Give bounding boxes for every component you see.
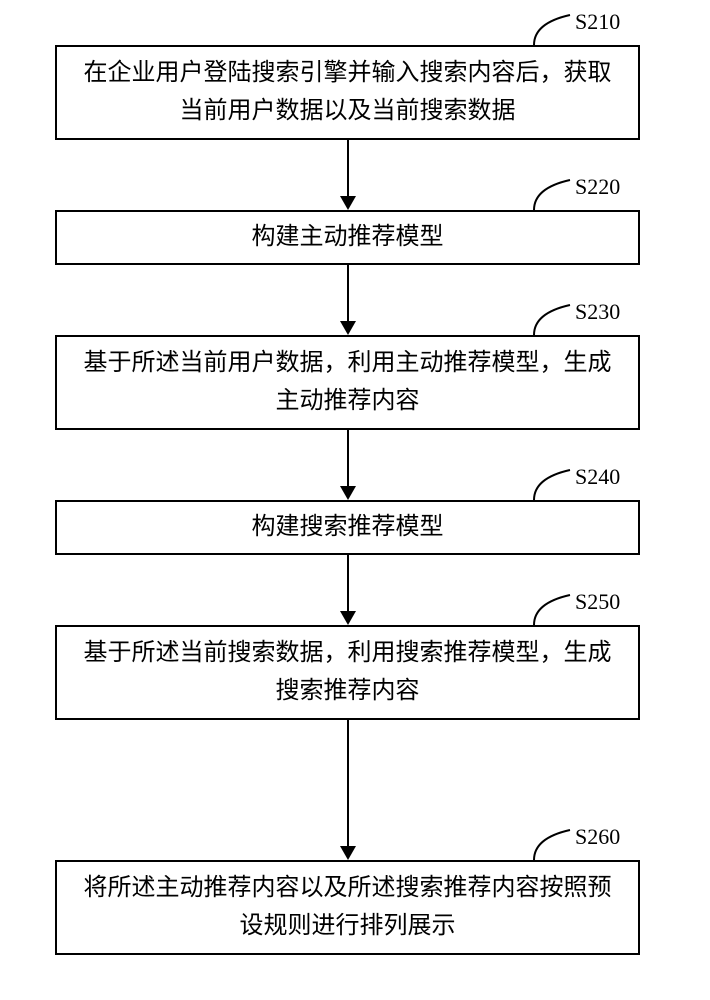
arrow-head-icon	[340, 321, 356, 335]
step-label-S230: S230	[575, 299, 620, 325]
step-label-S220: S220	[575, 174, 620, 200]
arrow-head-icon	[340, 486, 356, 500]
flow-node-text: 构建主动推荐模型	[252, 219, 444, 256]
flow-node-n3: 基于所述当前用户数据，利用主动推荐模型，生成主动推荐内容	[55, 335, 640, 430]
flow-node-text: 将所述主动推荐内容以及所述搜索推荐内容按照预设规则进行排列展示	[77, 870, 618, 944]
arrow-line	[347, 430, 349, 486]
flow-node-text: 基于所述当前用户数据，利用主动推荐模型，生成主动推荐内容	[77, 345, 618, 419]
flow-node-n6: 将所述主动推荐内容以及所述搜索推荐内容按照预设规则进行排列展示	[55, 860, 640, 955]
flowchart-canvas: 在企业用户登陆搜索引擎并输入搜索内容后，获取当前用户数据以及当前搜索数据 S210…	[0, 0, 710, 1000]
arrow-line	[347, 555, 349, 611]
arrow-head-icon	[340, 611, 356, 625]
arrow-line	[347, 140, 349, 196]
step-label-S260: S260	[575, 824, 620, 850]
flow-node-text: 在企业用户登陆搜索引擎并输入搜索内容后，获取当前用户数据以及当前搜索数据	[77, 55, 618, 129]
flow-node-n4: 构建搜索推荐模型	[55, 500, 640, 555]
step-label-S210: S210	[575, 9, 620, 35]
flow-node-n1: 在企业用户登陆搜索引擎并输入搜索内容后，获取当前用户数据以及当前搜索数据	[55, 45, 640, 140]
arrow-line	[347, 720, 349, 846]
flow-node-n2: 构建主动推荐模型	[55, 210, 640, 265]
arrow-line	[347, 265, 349, 321]
flow-node-n5: 基于所述当前搜索数据，利用搜索推荐模型，生成搜索推荐内容	[55, 625, 640, 720]
arrow-head-icon	[340, 846, 356, 860]
step-label-S240: S240	[575, 464, 620, 490]
flow-node-text: 基于所述当前搜索数据，利用搜索推荐模型，生成搜索推荐内容	[77, 635, 618, 709]
flow-node-text: 构建搜索推荐模型	[252, 509, 444, 546]
arrow-head-icon	[340, 196, 356, 210]
step-label-S250: S250	[575, 589, 620, 615]
